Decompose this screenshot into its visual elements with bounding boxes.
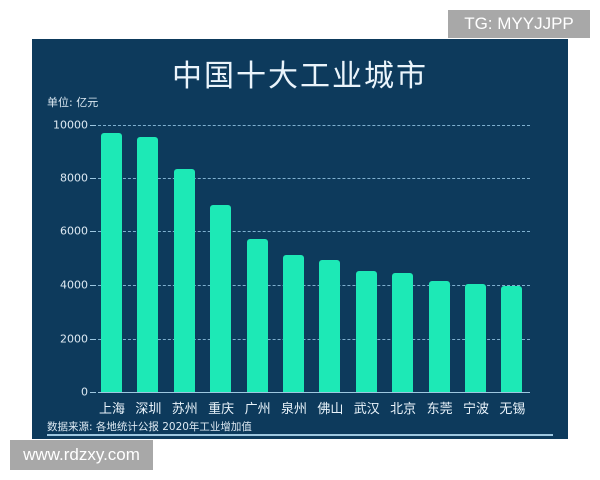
x-tick-label: 苏州 [171,402,198,417]
y-tick-8000: 8000 [60,171,88,185]
y-tick-2000: 2000 [60,332,88,346]
bar [355,271,377,392]
bar [428,280,450,392]
data-source-note: 数据来源: 各地统计公报 2020年工业增加值 [47,421,252,433]
x-tick-label: 泉州 [280,402,307,417]
y-tick-6000: 6000 [60,224,88,238]
unit-label: 单位: 亿元 [47,96,99,109]
gridline [98,339,530,340]
tick-mark [90,125,96,126]
bar [283,255,304,392]
watermark-bottom: www.rdzxy.com [10,440,153,470]
x-tick-label: 深圳 [135,402,162,417]
x-tick-label: 东莞 [426,402,453,417]
bar [210,205,232,392]
tick-mark [90,285,96,286]
bar [246,239,268,392]
bar [319,260,341,392]
x-tick-label: 武汉 [353,402,380,417]
x-tick-label: 无锡 [499,402,526,417]
bar [137,137,159,392]
gridline [98,178,530,179]
bar [501,286,523,392]
bar [465,284,486,392]
tick-mark [90,231,96,232]
gridline [98,125,530,126]
x-tick-label: 广州 [244,402,271,417]
x-tick-label: 宁波 [462,402,489,417]
bar [173,169,195,392]
gridline [98,231,530,232]
x-tick-label: 重庆 [208,402,235,417]
tick-mark [90,339,96,340]
tick-mark [90,392,96,393]
y-tick-10000: 10000 [53,118,88,132]
x-axis-line [98,392,530,393]
x-tick-label: 上海 [98,402,125,417]
y-tick-4000: 4000 [60,278,88,292]
chart-panel: 中国十大工业城市 单位: 亿元 10000 8000 6000 4000 200… [32,39,568,439]
watermark-top: TG: MYYJJPP [448,10,590,38]
tick-mark [90,178,96,179]
gridline [98,285,530,286]
footer-underline [47,434,553,436]
x-tick-label: 佛山 [317,402,344,417]
bar [392,272,414,392]
y-axis: 10000 8000 6000 4000 2000 0 [32,39,88,439]
chart-title: 中国十大工业城市 [172,59,428,94]
bar [101,133,122,392]
x-tick-label: 北京 [390,402,417,417]
y-tick-0: 0 [81,385,88,399]
